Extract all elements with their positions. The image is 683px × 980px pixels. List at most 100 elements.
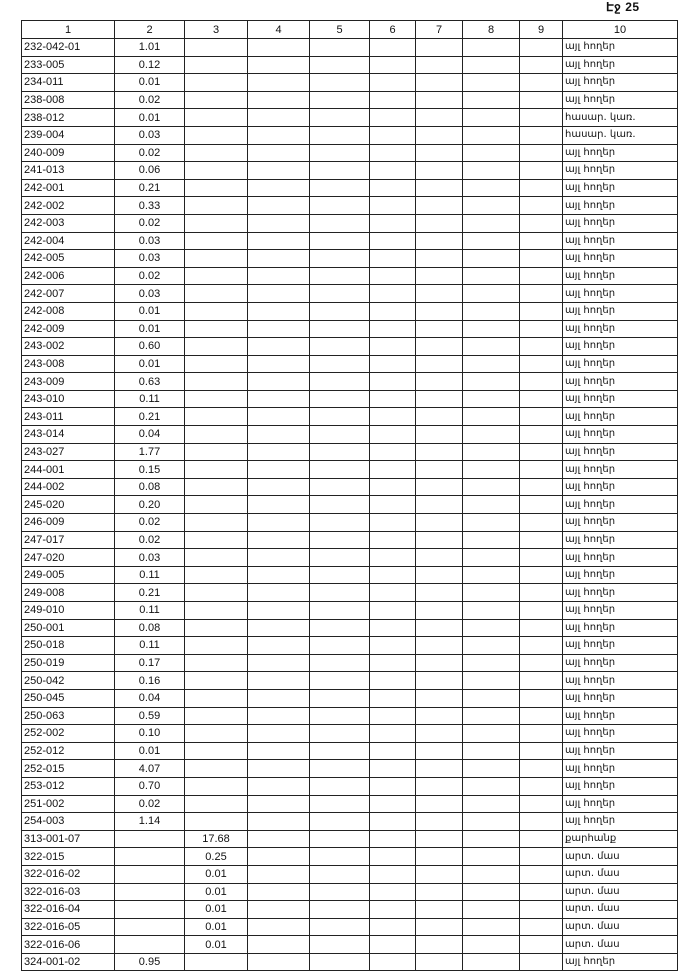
area-col-2: 0.03 xyxy=(114,548,185,567)
empty-cell xyxy=(519,900,563,919)
empty-cell xyxy=(415,618,463,638)
land-type: այլ հողեր xyxy=(562,565,678,585)
empty-cell xyxy=(369,530,416,550)
area-col-3 xyxy=(184,759,248,778)
empty-cell xyxy=(462,917,520,937)
land-type: այլ հողեր xyxy=(562,688,678,708)
empty-cell xyxy=(309,565,370,585)
empty-cell xyxy=(519,143,563,163)
empty-cell xyxy=(309,196,370,215)
land-type: այլ հողեր xyxy=(562,530,678,550)
empty-cell xyxy=(415,864,463,884)
parcel-code: 250-063 xyxy=(21,706,115,726)
empty-cell xyxy=(519,812,563,831)
empty-cell xyxy=(462,284,520,303)
table-row: 242-003 0.02 այլ հողեր xyxy=(21,213,678,233)
empty-cell xyxy=(415,495,463,515)
empty-cell xyxy=(462,301,520,321)
empty-cell xyxy=(369,372,416,391)
land-type: այլ հողեր xyxy=(562,372,678,391)
table-row: 240-009 0.02 այլ հողեր xyxy=(21,143,678,163)
land-type: այլ հողեր xyxy=(562,671,678,690)
parcel-code: 313-001-07 xyxy=(21,829,115,849)
table-row: 242-002 0.33 այլ հողեր xyxy=(21,196,678,215)
empty-cell xyxy=(369,671,416,690)
empty-cell xyxy=(415,513,463,532)
land-type: այլ հողեր xyxy=(562,337,678,356)
empty-cell xyxy=(415,143,463,163)
area-col-3: 0.01 xyxy=(184,900,248,919)
empty-cell xyxy=(369,231,416,251)
area-col-2: 0.11 xyxy=(114,565,185,585)
empty-cell xyxy=(309,583,370,602)
parcel-code: 252-002 xyxy=(21,724,115,743)
empty-cell xyxy=(415,460,463,479)
area-col-2: 0.95 xyxy=(114,952,185,972)
empty-cell xyxy=(309,319,370,339)
column-header-9: 9 xyxy=(519,20,563,39)
column-header-7: 7 xyxy=(415,20,463,39)
empty-cell xyxy=(309,284,370,303)
empty-cell xyxy=(369,565,416,585)
empty-cell xyxy=(415,847,463,866)
empty-cell xyxy=(519,653,563,673)
empty-cell xyxy=(415,178,463,198)
empty-cell xyxy=(309,601,370,620)
table-row: 247-017 0.02 այլ հողեր xyxy=(21,530,678,550)
table-row: 243-008 0.01 այլ հողեր xyxy=(21,354,678,374)
empty-cell xyxy=(309,741,370,761)
empty-cell xyxy=(519,671,563,690)
empty-cell xyxy=(369,125,416,145)
land-type: այլ հողեր xyxy=(562,548,678,567)
parcel-code: 250-018 xyxy=(21,636,115,655)
area-col-3 xyxy=(184,688,248,708)
empty-cell xyxy=(309,249,370,268)
empty-cell xyxy=(309,776,370,796)
empty-cell xyxy=(247,565,310,585)
parcel-code: 242-008 xyxy=(21,301,115,321)
empty-cell xyxy=(309,636,370,655)
parcel-code: 250-019 xyxy=(21,653,115,673)
empty-cell xyxy=(519,917,563,937)
empty-cell xyxy=(519,847,563,866)
area-col-2: 0.21 xyxy=(114,583,185,602)
parcel-code: 242-004 xyxy=(21,231,115,251)
empty-cell xyxy=(462,671,520,690)
table-row: 239-004 0.03 հասար. կառ. xyxy=(21,125,678,145)
empty-cell xyxy=(309,125,370,145)
empty-cell xyxy=(519,108,563,127)
empty-cell xyxy=(462,38,520,57)
empty-cell xyxy=(519,337,563,356)
empty-cell xyxy=(519,741,563,761)
land-type: այլ հողեր xyxy=(562,477,678,497)
parcel-code: 241-013 xyxy=(21,161,115,180)
empty-cell xyxy=(309,143,370,163)
empty-cell xyxy=(462,864,520,884)
empty-cell xyxy=(415,442,463,462)
empty-cell xyxy=(415,952,463,972)
empty-cell xyxy=(369,513,416,532)
area-col-2: 1.77 xyxy=(114,442,185,462)
empty-cell xyxy=(462,688,520,708)
empty-cell xyxy=(462,812,520,831)
empty-cell xyxy=(369,548,416,567)
empty-cell xyxy=(247,864,310,884)
parcel-code: 252-015 xyxy=(21,759,115,778)
land-type: այլ հողեր xyxy=(562,794,678,814)
area-col-3 xyxy=(184,477,248,497)
empty-cell xyxy=(462,196,520,215)
empty-cell xyxy=(519,90,563,110)
table-row: 324-001-02 0.95 այլ հողեր xyxy=(21,952,678,972)
empty-cell xyxy=(415,55,463,75)
column-header-1: 1 xyxy=(21,20,115,39)
area-col-3 xyxy=(184,548,248,567)
area-col-3: 0.25 xyxy=(184,847,248,866)
parcel-code: 246-009 xyxy=(21,513,115,532)
area-col-3 xyxy=(184,952,248,972)
table-row: 246-009 0.02 այլ հողեր xyxy=(21,513,678,532)
table-row: 242-006 0.02 այլ հողեր xyxy=(21,266,678,286)
table-row: 233-005 0.12 այլ հողեր xyxy=(21,55,678,75)
empty-cell xyxy=(247,460,310,479)
area-col-2: 0.21 xyxy=(114,178,185,198)
empty-cell xyxy=(462,90,520,110)
